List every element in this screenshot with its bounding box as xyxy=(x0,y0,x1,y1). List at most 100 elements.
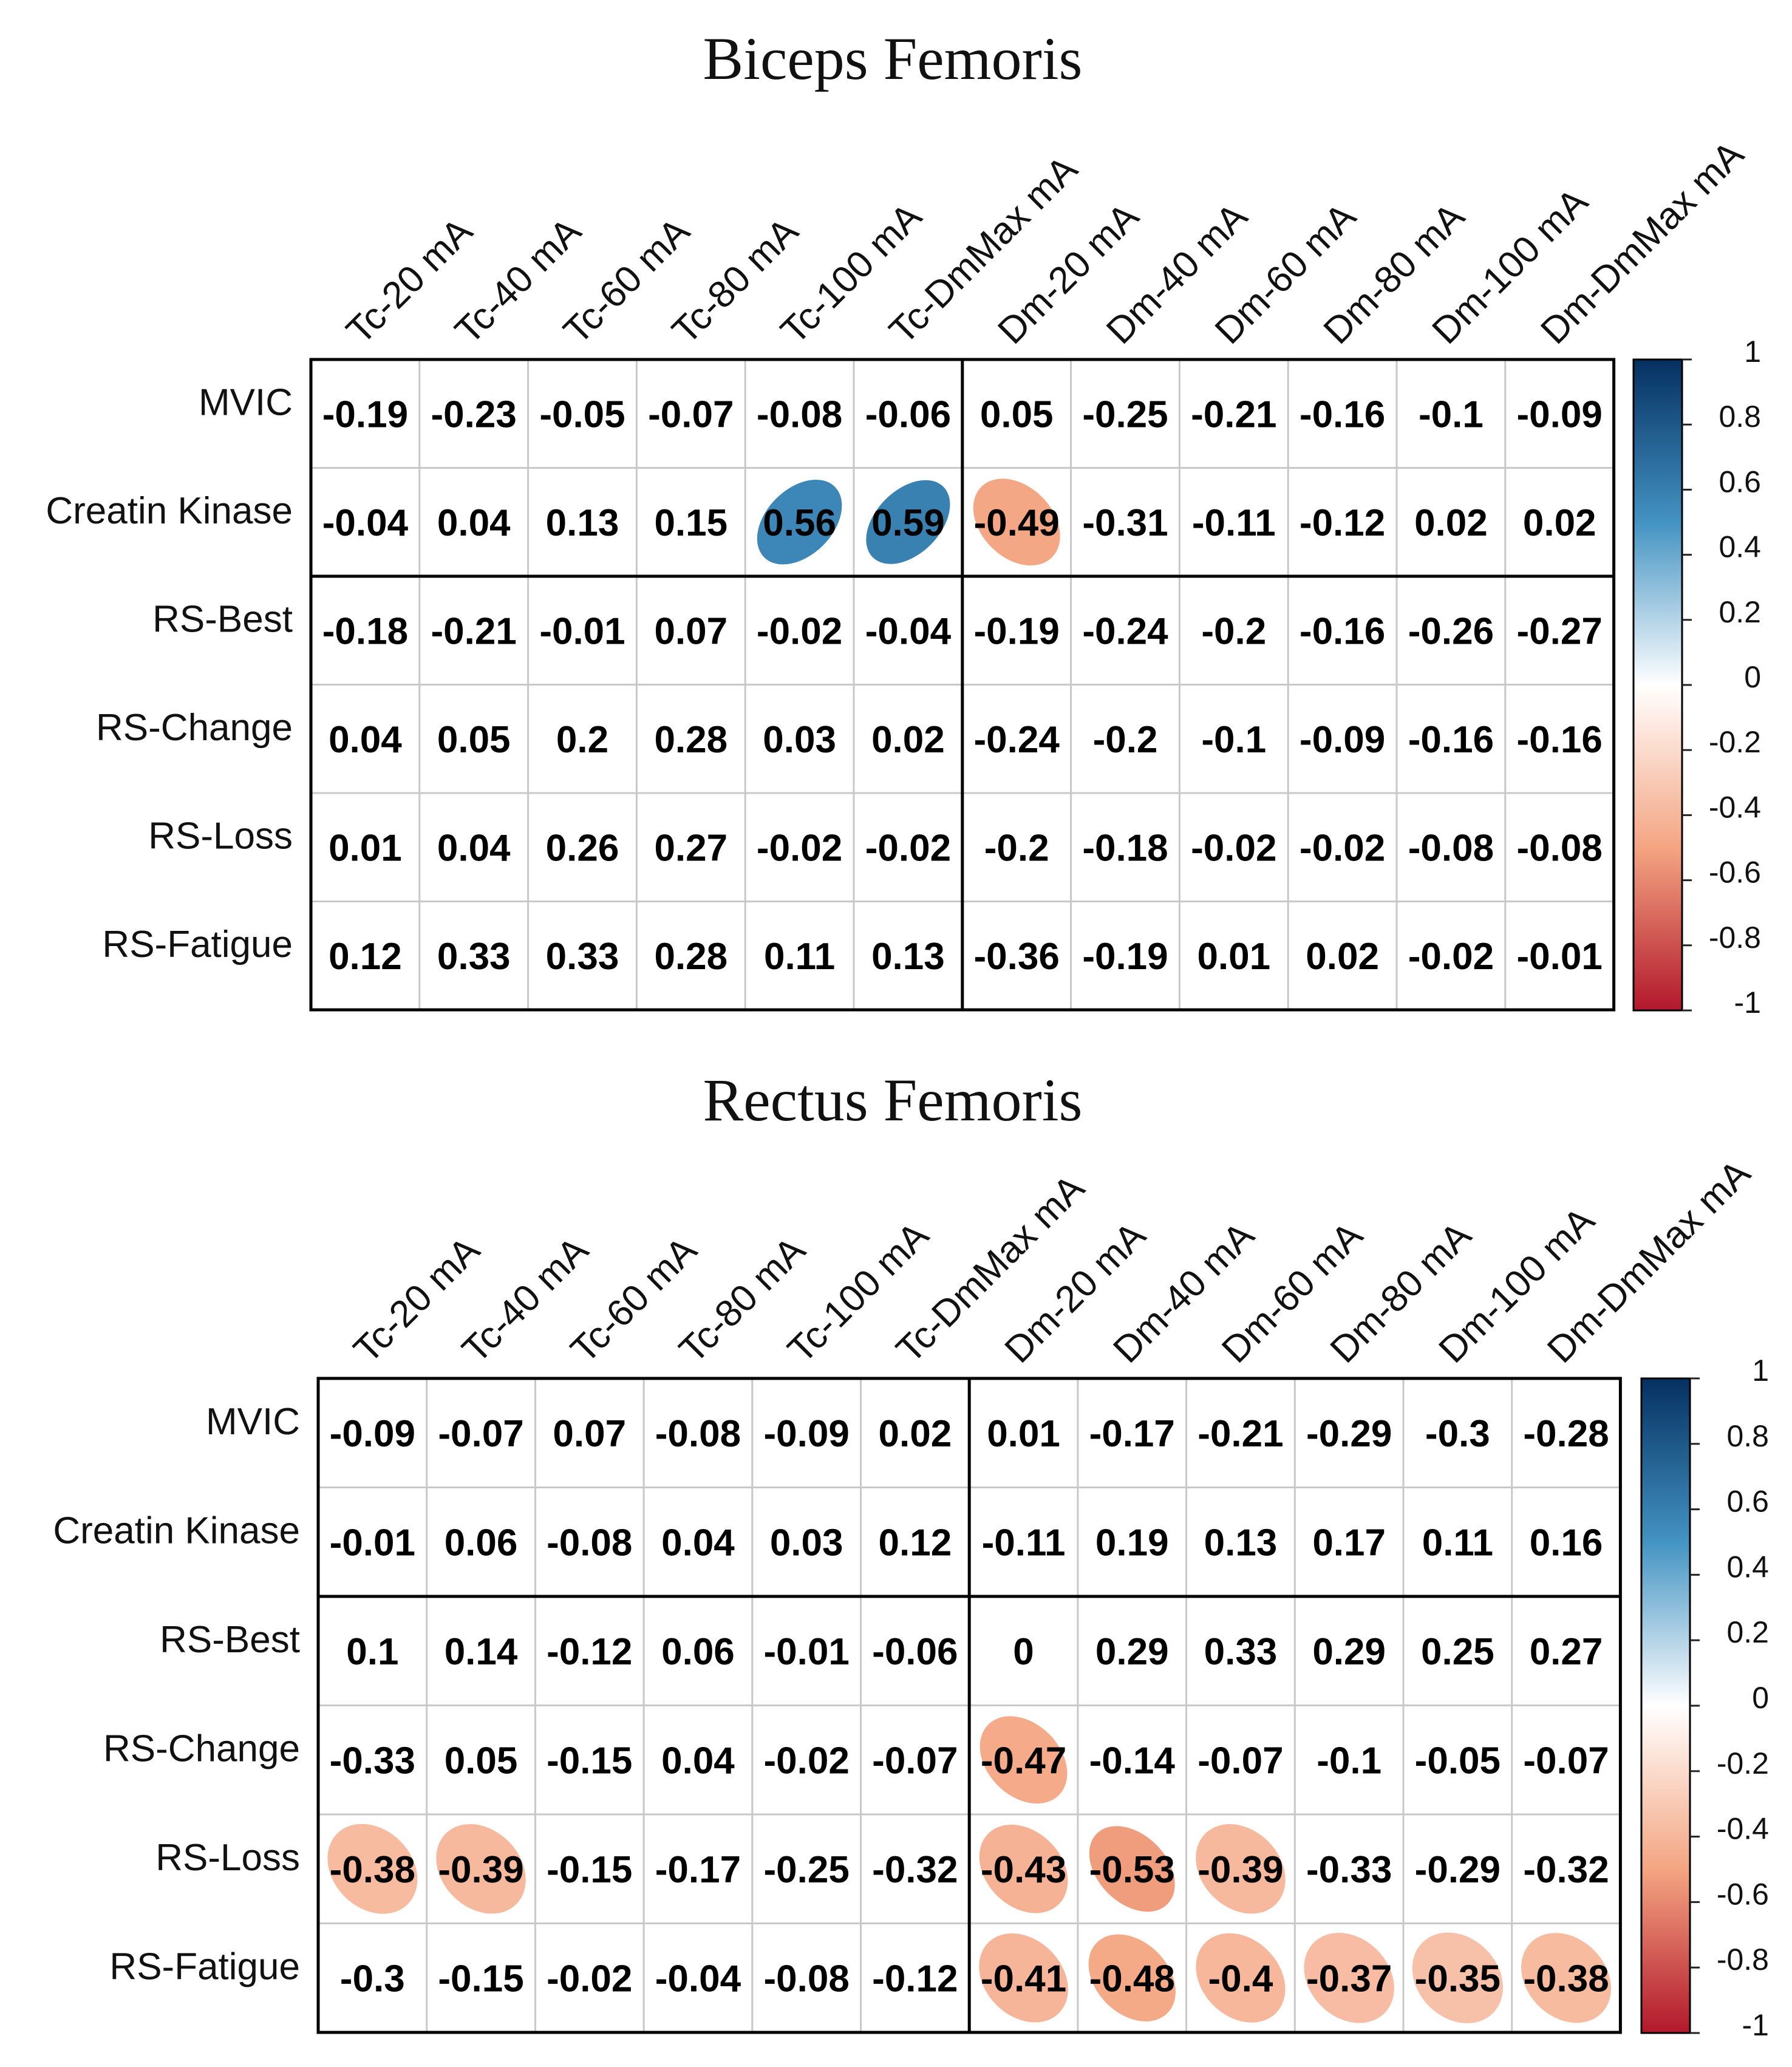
cell-value: -0.02 xyxy=(1191,827,1276,869)
correlation-ellipse xyxy=(979,1933,1068,2023)
cell-value: 0.27 xyxy=(654,827,727,869)
row-label: RS-Loss xyxy=(148,815,293,857)
colorbar-tick-label: 0.6 xyxy=(1719,465,1761,499)
colorbar-tick-label: -0.6 xyxy=(1709,856,1761,890)
row-label: RS-Best xyxy=(152,598,293,640)
cell-value: 0.2 xyxy=(556,719,608,761)
cell-value: -0.23 xyxy=(431,393,517,435)
row-label: Creatin Kinase xyxy=(46,490,293,532)
panel-title: Biceps Femoris xyxy=(703,25,1083,92)
cell-value: -0.2 xyxy=(984,827,1049,869)
correlation-ellipse xyxy=(1089,1826,1175,1912)
cell-value: 0.27 xyxy=(1530,1631,1603,1673)
cell-value: -0.01 xyxy=(330,1522,415,1564)
cell-value: -0.39 xyxy=(438,1849,523,1891)
cell-value: 0.02 xyxy=(871,719,945,761)
cell-value: -0.01 xyxy=(763,1631,849,1673)
cell-value: -0.17 xyxy=(655,1849,741,1891)
row-label: MVIC xyxy=(199,381,293,423)
cell-value: -0.53 xyxy=(1089,1849,1175,1891)
cell-value: -0.26 xyxy=(1408,610,1494,652)
cell-value: 0.33 xyxy=(546,936,619,978)
cell-value: 0.13 xyxy=(1204,1522,1278,1564)
cell-value: -0.02 xyxy=(763,1740,849,1782)
cell-value: -0.12 xyxy=(872,1958,958,2000)
cell-value: 0.11 xyxy=(1422,1522,1493,1564)
cell-value: -0.49 xyxy=(974,502,1060,544)
cell-value: -0.25 xyxy=(1082,393,1168,435)
cell-value: 0.17 xyxy=(1312,1522,1386,1564)
heatmap-panel-2: Rectus Femoris -0.09 -0.07 0.07 -0.08 -0.09 0.… xyxy=(53,1066,1769,2042)
cell-value: 0.14 xyxy=(445,1631,518,1673)
cell-value: -0.38 xyxy=(330,1849,415,1891)
cell-value: -0.08 xyxy=(655,1413,741,1455)
colorbar-tick-label: 0.8 xyxy=(1719,400,1761,434)
colorbar-tick-label: 0.4 xyxy=(1719,530,1761,564)
cell-value: 0.28 xyxy=(654,936,727,978)
cell-value: -0.43 xyxy=(981,1849,1066,1891)
cell-value: -0.18 xyxy=(322,610,408,652)
correlation-ellipse xyxy=(327,1824,418,1914)
cell-value: 0.11 xyxy=(764,936,835,978)
colorbar-tick-label: -1 xyxy=(1734,986,1761,1020)
cell-value: 0.06 xyxy=(445,1522,518,1564)
cell-value: 0.01 xyxy=(329,827,402,869)
correlation-ellipse xyxy=(866,480,950,564)
cell-value: 0.03 xyxy=(770,1522,843,1564)
colorbar-tick-label: -0.8 xyxy=(1709,921,1761,955)
row-label: RS-Loss xyxy=(155,1837,300,1879)
cell-value: 0.05 xyxy=(980,393,1054,435)
correlation-ellipse xyxy=(1521,1933,1612,2023)
column-label: Dm-DmMax mA xyxy=(1539,1152,1759,1371)
column-label: Tc-DmMax mA xyxy=(882,148,1086,352)
cell-value: -0.08 xyxy=(547,1522,632,1564)
cell-value: -0.28 xyxy=(1523,1413,1609,1455)
colorbar-tick-label: 0.2 xyxy=(1719,595,1761,629)
grid-border xyxy=(316,1377,1622,2034)
cell-value: -0.17 xyxy=(1089,1413,1175,1455)
cell-value: -0.2 xyxy=(1093,719,1158,761)
cell-value: 0.15 xyxy=(654,502,727,544)
colorbar-tick-label: -1 xyxy=(1742,2008,1769,2042)
cell-value: -0.39 xyxy=(1198,1849,1283,1891)
cell-value: 0.56 xyxy=(763,502,836,544)
cell-value: -0.1 xyxy=(1317,1740,1381,1782)
cell-value: -0.2 xyxy=(1201,610,1266,652)
cell-value: 0.12 xyxy=(329,936,402,978)
cell-value: -0.04 xyxy=(865,610,952,652)
cell-value: -0.24 xyxy=(974,719,1060,761)
cell-value: -0.19 xyxy=(974,610,1060,652)
cell-value: -0.16 xyxy=(1408,719,1494,761)
cell-value: -0.12 xyxy=(547,1631,632,1673)
correlation-ellipse xyxy=(1196,1933,1286,2023)
cell-value: -0.09 xyxy=(763,1413,849,1455)
row-label: RS-Fatigue xyxy=(102,924,293,965)
correlation-ellipse xyxy=(1304,1933,1394,2023)
cell-value: -0.15 xyxy=(438,1958,523,2000)
cell-value: 0.28 xyxy=(654,719,727,761)
correlation-ellipse xyxy=(1088,1934,1176,2021)
colorbar-tick-label: -0.8 xyxy=(1717,1943,1769,1977)
cell-value: -0.09 xyxy=(330,1413,415,1455)
cell-value: -0.05 xyxy=(1415,1740,1501,1782)
correlation-ellipse xyxy=(973,478,1060,566)
colorbar xyxy=(1640,1377,1691,2034)
cell-value: -0.08 xyxy=(1408,827,1494,869)
colorbar-tick-label: -0.4 xyxy=(1717,1812,1769,1846)
cell-value: 0.02 xyxy=(1306,936,1379,978)
cell-value: -0.02 xyxy=(865,827,951,869)
correlation-ellipse xyxy=(436,1824,526,1914)
cell-value: -0.32 xyxy=(1523,1849,1609,1891)
cell-value: -0.25 xyxy=(763,1849,849,1891)
cell-value: -0.14 xyxy=(1089,1740,1176,1782)
cell-value: 0.29 xyxy=(1095,1631,1169,1673)
cell-value: 0.01 xyxy=(987,1413,1060,1455)
cell-value: -0.02 xyxy=(547,1958,632,2000)
cell-value: -0.08 xyxy=(757,393,842,435)
correlation-ellipse xyxy=(757,479,842,565)
row-label: RS-Change xyxy=(103,1728,300,1769)
cell-value: 0.05 xyxy=(437,719,511,761)
cell-value: -0.38 xyxy=(1523,1958,1609,2000)
colorbar-tick-label: -0.2 xyxy=(1709,725,1761,759)
correlation-ellipse xyxy=(1412,1932,1504,2023)
